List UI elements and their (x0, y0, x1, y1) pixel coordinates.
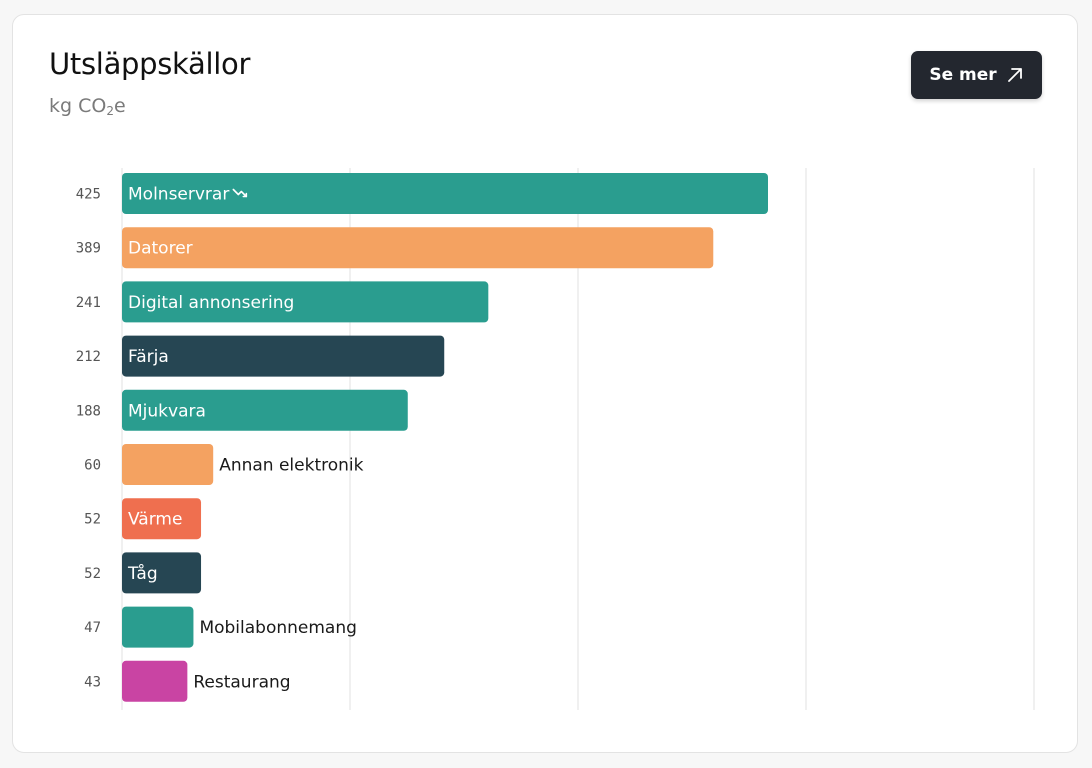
bar (122, 661, 187, 702)
value-tick-label: 43 (84, 674, 101, 690)
category-label: Mjukvara (128, 401, 206, 421)
bar (122, 227, 713, 268)
category-label: Värme (128, 510, 182, 530)
category-label: Datorer (128, 239, 193, 259)
category-label: Restaurang (193, 672, 290, 692)
bar (122, 607, 193, 648)
value-tick-label: 241 (76, 295, 101, 311)
value-tick-label: 425 (76, 187, 101, 203)
category-label: Molnservrar (128, 185, 229, 205)
value-tick-label: 188 (76, 403, 101, 419)
value-tick-label: 47 (84, 620, 101, 636)
category-label: Digital annonsering (128, 293, 294, 313)
value-tick-label: 212 (76, 349, 101, 365)
value-tick-label: 389 (76, 241, 101, 257)
category-label: Mobilabonnemang (199, 618, 356, 638)
bar (122, 444, 213, 485)
value-tick-label: 52 (84, 512, 101, 528)
value-tick-label: 52 (84, 566, 101, 582)
category-label: Färja (128, 347, 169, 367)
value-tick-label: 60 (84, 458, 101, 474)
category-label: Annan elektronik (219, 456, 363, 476)
bar (122, 336, 444, 377)
category-label: Tåg (127, 563, 158, 584)
